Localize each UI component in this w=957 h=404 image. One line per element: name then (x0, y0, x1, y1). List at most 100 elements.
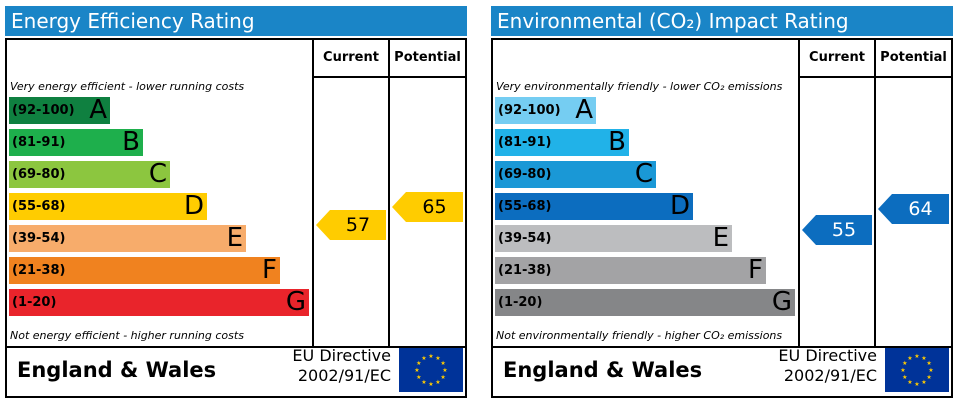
directive-line: EU Directive (292, 346, 391, 365)
rating-arrow-value: 64 (908, 198, 933, 221)
column-divider (874, 40, 876, 348)
bottom-note: Not energy efficient - higher running co… (10, 329, 244, 342)
eu-star-icon: ★ (926, 360, 931, 367)
eu-star-icon: ★ (914, 381, 919, 388)
eu-star-icon: ★ (416, 374, 421, 381)
column-divider (798, 40, 800, 348)
bottom-note: Not environmentally friendly - higher CO… (496, 329, 783, 342)
rating-band-c: (69-80) C (495, 159, 656, 189)
column-divider (312, 40, 314, 348)
rating-band-e: (39-54) E (9, 223, 246, 253)
potential-column-header: Potential (880, 50, 947, 65)
eu-star-icon: ★ (435, 379, 440, 386)
eu-star-icon: ★ (421, 379, 426, 386)
rating-frame: Current Potential Very energy efficient … (5, 38, 467, 398)
band-letter-label: D (183, 191, 204, 221)
eu-star-icon: ★ (926, 374, 931, 381)
rating-band-a: (92-100) A (9, 95, 110, 125)
footer-divider (493, 346, 951, 348)
directive-line: EU Directive (778, 346, 877, 365)
rating-band-g: (1-20) G (9, 287, 309, 317)
directive-line: 2002/91/EC (783, 366, 877, 385)
band-letter-label: E (712, 223, 729, 253)
eu-star-icon: ★ (416, 360, 421, 367)
footer-divider (7, 346, 465, 348)
rating-band-b: (81-91) B (9, 127, 143, 157)
band-letter-label: C (634, 159, 653, 189)
eu-star-icon: ★ (440, 374, 445, 381)
rating-band-g: (1-20) G (495, 287, 795, 317)
band-range-label: (92-100) (12, 103, 75, 118)
rating-band-f: (21-38) F (9, 255, 280, 285)
energy-efficiency-panel: Energy Efficiency Rating Current Potenti… (5, 6, 467, 398)
rating-band-d: (55-68) D (9, 191, 207, 221)
rating-arrow-body (392, 191, 463, 222)
eu-star-icon: ★ (928, 367, 933, 374)
panel-title: Environmental (CO₂) Impact Rating (491, 6, 953, 36)
eu-star-icon: ★ (428, 353, 433, 360)
eu-star-icon: ★ (921, 355, 926, 362)
directive-line: 2002/91/EC (297, 366, 391, 385)
rating-arrow-value: 65 (422, 195, 447, 218)
band-range-label: (1-20) (498, 295, 543, 310)
band-range-label: (39-54) (498, 231, 552, 246)
rating-arrow-body (802, 214, 872, 245)
region-label: England & Wales (17, 358, 217, 382)
band-range-label: (21-38) (12, 263, 66, 278)
eu-flag-stars: ★ ★★★★★★★★★★★ (900, 353, 933, 388)
eu-star-icon: ★ (914, 353, 919, 360)
eu-star-icon: ★ (421, 355, 426, 362)
rating-arrow-shape (316, 210, 386, 241)
eu-directive-label: EU Directive 2002/91/EC (773, 346, 877, 386)
current-rating-arrow: 55 (802, 214, 872, 245)
potential-rating-arrow: 64 (878, 194, 949, 225)
rating-arrow-shape (878, 194, 949, 225)
rating-band-f: (21-38) F (495, 255, 766, 285)
panel-title: Energy Efficiency Rating (5, 6, 467, 36)
header-divider (798, 76, 953, 78)
band-letter-label: D (669, 191, 690, 221)
eu-star-icon: ★ (902, 360, 907, 367)
band-range-label: (39-54) (12, 231, 66, 246)
rating-arrow-value: 57 (345, 214, 371, 237)
eu-star-icon: ★ (902, 374, 907, 381)
potential-rating-arrow: 65 (392, 191, 463, 222)
eu-flag-stars: ★ ★★★★★★★★★★★ (414, 353, 447, 388)
rating-arrow-shape (802, 214, 872, 245)
band-letter-label: A (89, 95, 107, 125)
eu-directive-label: EU Directive 2002/91/EC (287, 346, 391, 386)
eu-star-icon: ★ (900, 367, 905, 374)
column-divider (388, 40, 390, 348)
rating-band-c: (69-80) C (9, 159, 170, 189)
rating-arrow-body (878, 194, 949, 225)
eu-star-icon: ★ (440, 360, 445, 367)
environmental-impact-panel: Environmental (CO₂) Impact Rating Curren… (491, 6, 953, 398)
band-letter-label: F (262, 255, 277, 285)
band-letter-label: C (148, 159, 167, 189)
rating-arrow-shape (392, 191, 463, 222)
eu-star-icon: ★ (907, 355, 912, 362)
current-rating-arrow: 57 (316, 210, 386, 241)
band-range-label: (55-68) (498, 199, 552, 214)
rating-band-a: (92-100) A (495, 95, 596, 125)
rating-frame: Current Potential Very environmentally f… (491, 38, 953, 398)
band-letter-label: G (771, 287, 792, 317)
eu-star-icon: ★ (435, 355, 440, 362)
band-range-label: (55-68) (12, 199, 66, 214)
rating-band-e: (39-54) E (495, 223, 732, 253)
region-label: England & Wales (503, 358, 703, 382)
rating-band-d: (55-68) D (495, 191, 693, 221)
band-range-label: (69-80) (498, 167, 552, 182)
band-range-label: (81-91) (12, 135, 66, 150)
header-divider (312, 76, 467, 78)
band-letter-label: G (285, 287, 306, 317)
eu-star-icon: ★ (414, 367, 419, 374)
band-letter-label: B (122, 127, 140, 157)
rating-band-b: (81-91) B (495, 127, 629, 157)
eu-flag-icon: ★ ★ ★ ★ ★ ★ ★ ★ ★ ★ ★ ★ (885, 348, 949, 392)
band-letter-label: F (748, 255, 763, 285)
eu-star-icon: ★ (921, 379, 926, 386)
band-range-label: (1-20) (12, 295, 57, 310)
band-range-label: (81-91) (498, 135, 552, 150)
current-column-header: Current (809, 50, 865, 65)
